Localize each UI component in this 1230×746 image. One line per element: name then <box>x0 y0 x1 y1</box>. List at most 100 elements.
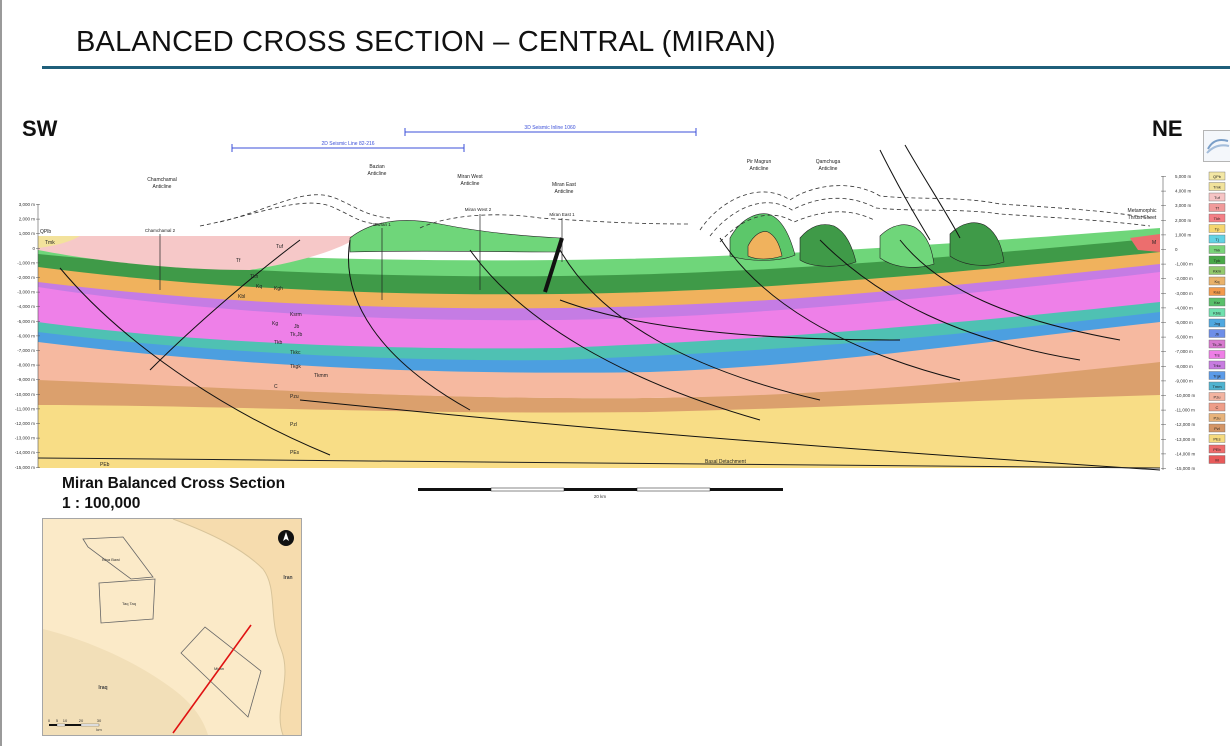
depth-tick-label: 1,000 m <box>1175 232 1192 237</box>
layer-tmk <box>38 236 80 248</box>
unit-label: Tkb <box>274 340 283 346</box>
unit-label: Tf <box>236 258 241 264</box>
anticline-label: Bazian <box>369 164 385 170</box>
seismic-line-3d <box>404 128 697 136</box>
unit-label: Tmk <box>45 240 55 246</box>
title-underline <box>42 66 1230 69</box>
legend-label: Tuf <box>1214 195 1221 200</box>
layer-orange <box>38 250 1160 309</box>
legend-label: Kas <box>1214 290 1221 295</box>
depth-tick-label: -11,000 m <box>15 406 35 411</box>
depth-tick-label: -15,000 m <box>15 465 36 470</box>
legend-label: Ksr <box>1214 300 1221 305</box>
legend-swatch <box>1208 234 1226 244</box>
unit-label: Tkmm <box>314 373 328 379</box>
thrust-sheet-label: Thrust Sheet <box>1128 215 1157 221</box>
legend-swatch <box>1208 276 1226 286</box>
depth-tick-label: -7,000 m <box>17 348 35 353</box>
anticline-label: Anticline <box>368 171 387 177</box>
depth-axis-right: 5,000 m 4,000 m 3,000 m 2,000 m 1,000 m 0 -1,0… <box>1161 174 1196 471</box>
unit-label: PEb <box>100 462 110 468</box>
legend-label: Tkh <box>1214 216 1221 221</box>
block-label: Bina Bawi <box>102 557 120 562</box>
fold-qamchuga <box>799 224 857 267</box>
depth-tick-label: -5,000 m <box>17 319 35 324</box>
unit-label: Tkh <box>250 274 259 280</box>
unit-label: Kbl <box>238 294 245 300</box>
legend-label: C <box>1216 405 1219 410</box>
depth-tick-label: 2,000 m <box>19 217 36 222</box>
slide-left-border <box>0 0 2 746</box>
block-taq-taq <box>98 578 156 624</box>
depth-tick-label: -13,000 m <box>15 436 36 441</box>
section-scale: 1 : 100,000 <box>62 495 141 512</box>
unit-label: Basal Detachment <box>705 459 746 465</box>
anticline-label: Anticline <box>461 181 480 187</box>
layer-metamorphic <box>1130 234 1160 252</box>
map-scale-tick: 30 <box>97 718 102 723</box>
unit-label: Tkkc <box>290 350 301 356</box>
unit-label: Jb <box>294 324 300 330</box>
legend-label: Jb <box>1215 332 1220 337</box>
depth-tick-label: -14,000 m <box>1175 451 1196 456</box>
depth-tick-label: -3,000 m <box>17 290 35 295</box>
depth-tick-label: -3,000 m <box>1175 291 1193 296</box>
anticline-label: Pir Magrun <box>747 159 772 165</box>
depth-tick-label: -4,000 m <box>17 304 35 309</box>
scale-bar-label: 20 km <box>594 494 607 499</box>
anticline-label: Anticline <box>153 184 172 190</box>
legend-label: Pzu <box>1214 395 1221 400</box>
depth-tick-label: -6,000 m <box>17 333 35 338</box>
legend-swatch <box>1208 423 1226 433</box>
legend-label: Tk,Jb <box>1212 342 1223 347</box>
legend-label: Tj <box>1215 237 1218 242</box>
layer-pzu <box>38 320 1160 399</box>
legend-swatch <box>1208 360 1226 370</box>
legend-swatch <box>1208 413 1226 422</box>
depth-tick-label: -12,000 m <box>1175 422 1196 427</box>
legend-swatch <box>1208 455 1226 464</box>
depth-tick-label: -8,000 m <box>1175 364 1193 369</box>
legend-label: Pzu <box>1214 416 1221 421</box>
seismic-line-2d <box>231 144 465 152</box>
well-label: Miran East 1 <box>549 212 575 217</box>
legend-label: QPb <box>1213 174 1222 179</box>
legend-swatch <box>1208 444 1226 454</box>
depth-tick-label: 0 <box>1175 247 1178 252</box>
unit-label: C <box>274 384 278 390</box>
seismic-line-2d-label: 2D Seismic Line 82-216 <box>321 141 374 147</box>
legend-swatch <box>1208 308 1226 317</box>
unit-label: Kgh <box>274 286 283 292</box>
anticline-label: Chamchamal <box>147 177 176 183</box>
anticline-label: Miran West <box>457 174 483 180</box>
legend-swatch <box>1208 192 1226 202</box>
legend-label: Trkc <box>1213 363 1221 368</box>
eroded-fold-outlines <box>199 185 1151 243</box>
fold-east-2 <box>949 222 1005 266</box>
depth-tick-label: -1,000 m <box>17 260 35 265</box>
layer-purple <box>38 262 1160 321</box>
seismic-line-3d-label: 3D Seismic Inline 1060 <box>524 125 575 131</box>
legend-label: Trgk <box>1213 374 1221 379</box>
country-label-iraq: Iraq <box>98 685 107 691</box>
depth-tick-label: -8,000 m <box>17 363 35 368</box>
legend-swatch <box>1208 213 1226 223</box>
depth-tick-label: 4,000 m <box>1175 189 1192 194</box>
iran-region <box>173 519 301 735</box>
depth-tick-label: -15,000 m <box>1175 466 1196 471</box>
map-scale-bar <box>49 723 100 727</box>
legend-swatch <box>1208 266 1226 275</box>
unit-label: Ksrm <box>290 312 302 318</box>
legend-swatch <box>1208 224 1226 233</box>
unit-label: PEs <box>290 450 300 456</box>
legend-label: Tkk <box>1214 248 1220 253</box>
country-label-iran: Iran <box>283 575 292 581</box>
depth-tick-label: -2,000 m <box>1175 276 1193 281</box>
fold-miran <box>349 220 561 253</box>
well-label: Chamchamal 2 <box>145 228 176 233</box>
fault-lines <box>59 144 1161 471</box>
well-markers <box>159 214 564 300</box>
fold-east-1 <box>879 224 935 268</box>
legend-swatch <box>1208 297 1226 307</box>
depth-tick-label: -5,000 m <box>1175 320 1193 325</box>
